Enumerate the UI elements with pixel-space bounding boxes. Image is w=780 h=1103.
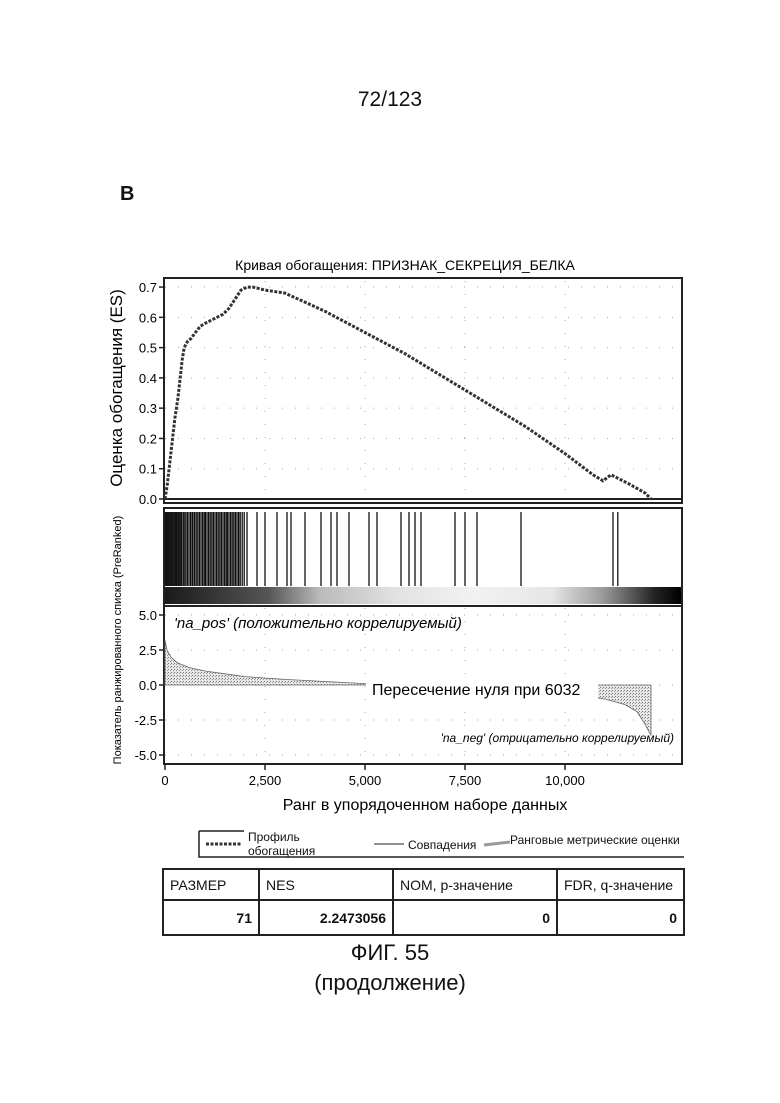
metric-y-ticks: 5.0 2.5 0.0 -2.5 -5.0 <box>135 608 164 763</box>
x-tick-label: 7,500 <box>449 773 482 788</box>
figure-caption-title: ФИГ. 55 <box>0 938 780 968</box>
es-tick-label: 0.2 <box>139 431 157 446</box>
stats-header-row: РАЗМЕР NES NOM, p-значение FDR, q-значен… <box>163 869 684 900</box>
x-tick-label: 0 <box>161 773 168 788</box>
x-tick-label: 5,000 <box>349 773 382 788</box>
es-tick-label: 0.1 <box>139 462 157 477</box>
legend-profile-label: Профиль обогащения <box>248 830 328 858</box>
metric-y-axis-label: Показатель ранжированного списка (PreRan… <box>112 516 124 765</box>
header-size: РАЗМЕР <box>163 869 259 900</box>
neg-annotation: 'na_neg' (отрицательно коррелируемый) <box>441 731 674 745</box>
es-tick-label: 0.4 <box>139 371 157 386</box>
chart-legend: Профиль обогащения Совпадения Ранговые м… <box>198 826 684 858</box>
legend-metric-label: Ранговые метрические оценки <box>510 833 680 847</box>
header-nom-p: NOM, p-значение <box>393 869 557 900</box>
figure-caption: ФИГ. 55 (продолжение) <box>0 938 780 998</box>
es-grid <box>165 281 681 499</box>
hit-marks <box>166 512 618 586</box>
metric-tick-label: 2.5 <box>139 643 157 658</box>
pos-annotation: 'na_pos' (положительно коррелируемый) <box>174 615 462 632</box>
es-y-axis-label: Оценка обогащения (ES) <box>107 289 126 487</box>
zero-crossing-annotation: Пересечение нуля при 6032 <box>372 682 580 699</box>
metric-tick-label: -2.5 <box>135 713 157 728</box>
x-ticks: 0 2,500 5,000 7,500 10,000 <box>161 764 585 788</box>
gsea-chart: Кривая обогащения: ПРИЗНАК_СЕКРЕЦИЯ_БЕЛК… <box>0 0 780 830</box>
es-tick-label: 0.3 <box>139 401 157 416</box>
figure-caption-subtitle: (продолжение) <box>0 968 780 998</box>
x-tick-label: 10,000 <box>545 773 585 788</box>
legend-metric-swatch <box>484 842 510 845</box>
enrichment-profile-line <box>165 287 651 499</box>
es-tick-label: 0.5 <box>139 341 157 356</box>
stats-table: РАЗМЕР NES NOM, p-значение FDR, q-значен… <box>162 868 685 936</box>
value-nes: 2.2473056 <box>259 900 393 935</box>
es-tick-label: 0.7 <box>139 280 157 295</box>
es-y-ticks: 0.0 0.1 0.2 0.3 0.4 0.5 0.6 0.7 <box>139 280 164 507</box>
es-tick-label: 0.0 <box>139 492 157 507</box>
x-axis-label: Ранг в упорядоченном наборе данных <box>283 797 568 814</box>
metric-tick-label: 5.0 <box>139 608 157 623</box>
metric-tick-label: -5.0 <box>135 748 157 763</box>
es-tick-label: 0.6 <box>139 310 157 325</box>
es-chart-title: Кривая обогащения: ПРИЗНАК_СЕКРЕЦИЯ_БЕЛК… <box>235 257 575 273</box>
stats-value-row: 71 2.2473056 0 0 <box>163 900 684 935</box>
value-fdr-q: 0 <box>557 900 684 935</box>
header-fdr-q: FDR, q-значение <box>557 869 684 900</box>
header-nes: NES <box>259 869 393 900</box>
value-nom-p: 0 <box>393 900 557 935</box>
x-tick-label: 2,500 <box>249 773 282 788</box>
legend-hits-label: Совпадения <box>408 838 476 852</box>
rank-heatmap-band <box>165 587 681 604</box>
es-panel-frame <box>164 278 682 503</box>
value-size: 71 <box>163 900 259 935</box>
metric-tick-label: 0.0 <box>139 678 157 693</box>
